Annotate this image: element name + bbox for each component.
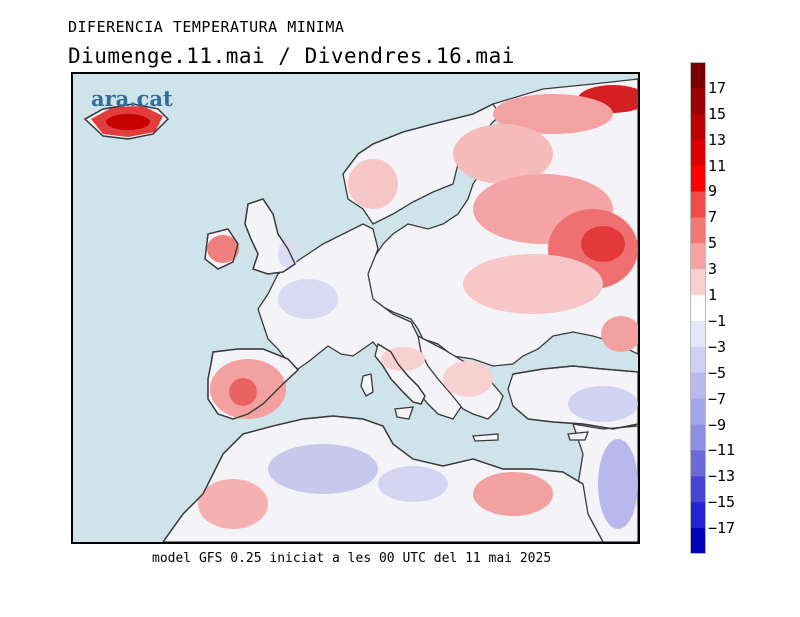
legend-tick-label: 7 xyxy=(708,208,718,227)
warm-scandinavia xyxy=(453,124,553,184)
warm-morocco xyxy=(198,479,268,529)
legend-swatch xyxy=(690,269,706,296)
warm-iceland-core xyxy=(106,114,150,130)
legend-tick-label: −17 xyxy=(708,519,736,538)
legend-swatch xyxy=(690,165,706,192)
warm-ireland xyxy=(207,235,239,263)
legend-tick-label: 1 xyxy=(708,286,718,305)
legend-swatch xyxy=(690,450,706,477)
cool-tunisia xyxy=(378,466,448,502)
coastline-layer xyxy=(83,103,638,542)
warm-norway xyxy=(348,159,398,209)
legend-tick-label: 15 xyxy=(708,104,727,123)
warm-ukraine xyxy=(463,254,603,314)
legend-swatch xyxy=(690,502,706,529)
legend-swatch xyxy=(690,113,706,141)
legend-tick-label: −9 xyxy=(708,415,727,434)
model-footer: model GFS 0.25 iniciat a les 00 UTC del … xyxy=(152,551,552,566)
color-legend xyxy=(690,62,706,554)
warm-iberia-core xyxy=(229,378,257,406)
cool-france xyxy=(278,279,338,319)
legend-swatch xyxy=(690,346,706,374)
legend-tick-label: −7 xyxy=(708,389,727,408)
legend-tick-label: −5 xyxy=(708,363,727,382)
legend-swatch xyxy=(690,528,706,554)
legend-tick-label: 5 xyxy=(708,234,718,253)
legend-swatch xyxy=(690,87,706,115)
cool-turkey xyxy=(568,386,638,422)
legend-swatch xyxy=(690,398,706,426)
cool-algeria xyxy=(268,444,378,494)
land-cyprus xyxy=(567,431,589,441)
warm-libya xyxy=(473,472,553,516)
map-subtitle: Diumenge.11.mai / Divendres.16.mai xyxy=(68,44,515,68)
brand-logo: ara.cat xyxy=(91,86,173,111)
warm-kola xyxy=(493,94,613,134)
legend-tick-label: 3 xyxy=(708,260,718,279)
land-sardinia xyxy=(360,373,374,397)
legend-tick-label: 9 xyxy=(708,182,718,201)
land-sicily xyxy=(394,406,414,420)
legend-swatch xyxy=(690,476,706,503)
legend-tick-label: 11 xyxy=(708,156,727,175)
legend-tick-label: −3 xyxy=(708,337,727,356)
cool-anomalies xyxy=(268,240,638,529)
warm-anomalies xyxy=(91,85,638,529)
legend-tick-label: −11 xyxy=(708,441,736,460)
legend-swatch xyxy=(690,191,706,218)
legend-swatch xyxy=(690,424,706,451)
warm-caucasus xyxy=(601,316,638,352)
legend-swatches xyxy=(690,62,706,554)
legend-labels: 17 15 13 11 9 7 5 3 1 −1 −3 −5 −7 −9 −11 −13 −15 −17 xyxy=(708,62,768,554)
legend-swatch xyxy=(690,295,706,322)
legend-swatch xyxy=(690,372,706,400)
legend-tick-label: 17 xyxy=(708,78,727,97)
legend-swatch xyxy=(690,243,706,270)
legend-tick-label: −15 xyxy=(708,493,736,512)
legend-tick-label: −13 xyxy=(708,467,736,486)
legend-swatch xyxy=(690,217,706,244)
warm-russia-core xyxy=(581,226,625,262)
warm-balkans xyxy=(443,361,493,397)
legend-tick-label: −1 xyxy=(708,311,727,330)
legend-tick-label: 13 xyxy=(708,130,727,149)
legend-swatch xyxy=(690,139,706,167)
map-title: DIFERENCIA TEMPERATURA MINIMA xyxy=(68,18,345,36)
cool-middle-east xyxy=(598,439,638,529)
legend-swatch xyxy=(690,62,706,89)
temperature-map: ara.cat xyxy=(71,72,640,544)
map-canvas xyxy=(83,78,638,542)
land-crete xyxy=(472,433,499,442)
legend-border xyxy=(690,62,706,554)
legend-swatch xyxy=(690,320,706,348)
